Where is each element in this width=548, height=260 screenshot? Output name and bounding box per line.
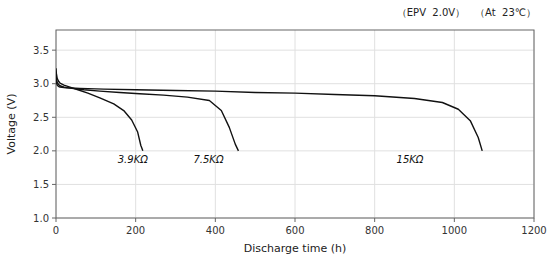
grid-line-x xyxy=(454,30,455,218)
tick-label-x: 1200 xyxy=(521,225,546,236)
grid-line-y xyxy=(56,50,534,51)
grid-line-x xyxy=(295,30,296,218)
tick-y xyxy=(52,117,56,118)
tick-label-y: 1.0 xyxy=(33,213,49,224)
tick-y xyxy=(52,83,56,84)
tick-label-x: 0 xyxy=(53,225,59,236)
tick-label-x: 800 xyxy=(365,225,384,236)
chart: 0 200 400 600 800 1000 1200 1.0 1.5 2.0 2.5 3.0 3.5 3… xyxy=(0,0,548,260)
tick-y xyxy=(52,50,56,51)
curve-labels: 3.9KΩ 7.5KΩ 15KΩ xyxy=(118,154,424,165)
tick-y xyxy=(52,218,56,219)
tick-label-x: 200 xyxy=(126,225,145,236)
tick-label-y: 2.5 xyxy=(33,112,49,123)
y-axis-label: Voltage (V) xyxy=(5,94,18,155)
tick-x xyxy=(534,218,535,222)
line-series xyxy=(56,73,238,151)
tick-x xyxy=(374,218,375,222)
grid-line-x xyxy=(215,30,216,218)
tick-x xyxy=(295,218,296,222)
lines xyxy=(56,68,482,151)
tick-x xyxy=(215,218,216,222)
x-axis-label: Discharge time (h) xyxy=(244,242,347,255)
annotation: （EPV 2.0V） （At 23℃） xyxy=(397,7,536,18)
tick-label-x: 400 xyxy=(206,225,225,236)
grid-line-y xyxy=(56,83,534,84)
tick-y xyxy=(52,150,56,151)
grid-line-y xyxy=(56,184,534,185)
grid xyxy=(56,30,534,218)
grid-line-x xyxy=(374,30,375,218)
tick-label-y: 3.0 xyxy=(33,78,49,89)
tick-label-y: 1.5 xyxy=(33,179,49,190)
tick-y xyxy=(52,184,56,185)
axes: 0 200 400 600 800 1000 1200 1.0 1.5 2.0 2.5 3.0 3.5 xyxy=(33,45,547,236)
curve-label: 7.5KΩ xyxy=(193,154,223,165)
tick-label-x: 1000 xyxy=(442,225,467,236)
tick-label-y: 2.0 xyxy=(33,145,49,156)
tick-label-y: 3.5 xyxy=(33,45,49,56)
plot-frame xyxy=(56,30,534,218)
line-series xyxy=(56,68,143,151)
tick-x xyxy=(56,218,57,222)
tick-label-x: 600 xyxy=(285,225,304,236)
curve-label: 15KΩ xyxy=(397,154,424,165)
grid-line-y xyxy=(56,150,534,151)
plot-background xyxy=(56,30,534,218)
tick-x xyxy=(135,218,136,222)
grid-line-x xyxy=(135,30,136,218)
line-series xyxy=(56,77,482,151)
tick-x xyxy=(454,218,455,222)
grid-line-y xyxy=(56,117,534,118)
curve-label: 3.9KΩ xyxy=(118,154,148,165)
